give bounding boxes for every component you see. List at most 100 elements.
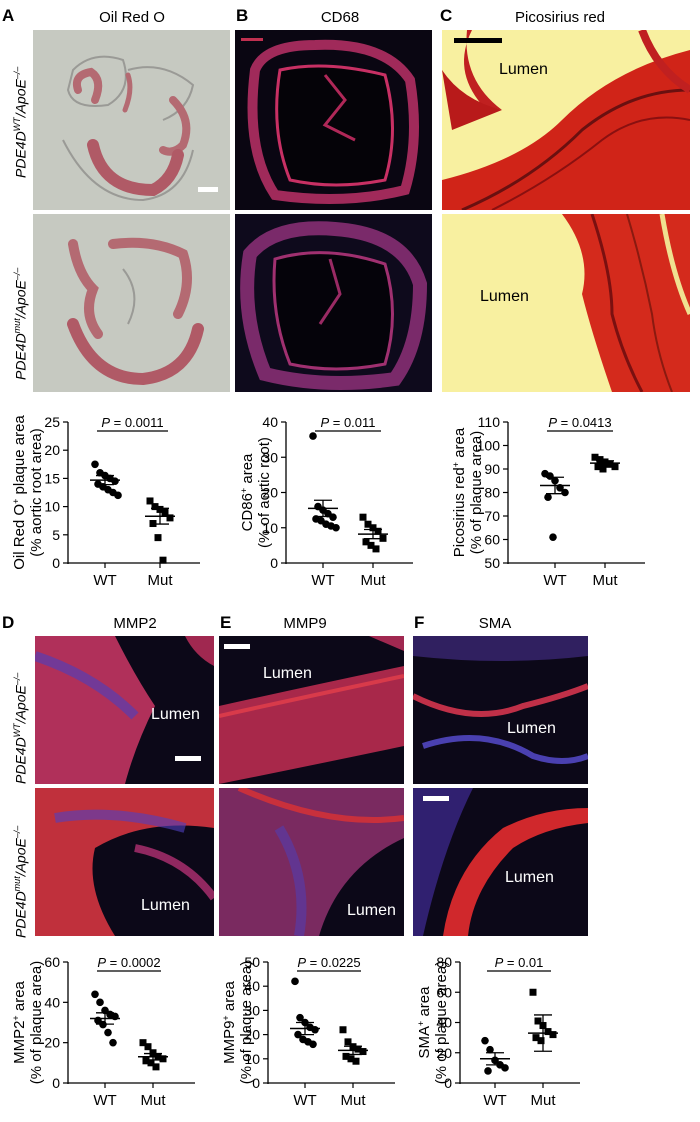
x-tick-label: Mut (340, 1092, 366, 1109)
data-point-mut (369, 524, 377, 532)
y-tick-label: 0 (52, 1075, 60, 1091)
chart-a: 0 5 10 15 20 25 WT Mut Oil Red O+ plaque area (% … (11, 414, 200, 589)
scale-bar (224, 644, 250, 649)
data-point-mut (354, 1045, 362, 1053)
x-tick-label: WT (311, 572, 334, 589)
chart-e: 0 10 20 30 40 50 WT Mut MMP9+ area (% of plaque a… (221, 954, 395, 1109)
panel-letter-d: D (2, 613, 15, 632)
picosirius-wt-image: Lumen (442, 30, 690, 210)
data-point-mut (549, 1031, 557, 1039)
data-point-wt (546, 472, 554, 480)
y-tick-label: 20 (244, 1027, 260, 1043)
data-point-wt (111, 477, 119, 486)
lumen-label: Lumen (499, 61, 548, 78)
data-point-mut (374, 527, 382, 535)
x-tick-label: Mut (140, 1092, 166, 1109)
p-value-label: P = 0.011 (320, 415, 375, 430)
y-axis-label: MMP2+ area (11, 980, 28, 1063)
p-value-label: P = 0.0413 (548, 415, 611, 430)
data-point-mut (154, 534, 162, 542)
lumen-label: Lumen (141, 897, 190, 914)
data-point-mut (364, 520, 372, 528)
y-tick-label: 20 (44, 442, 60, 458)
data-point-wt (484, 1067, 492, 1075)
cd68-wt-image (235, 30, 432, 210)
mmp9-wt-image: Lumen (219, 636, 404, 784)
p-value-label: P = 0.0002 (97, 955, 160, 970)
lumen-label: Lumen (507, 720, 556, 737)
data-point-mut (161, 508, 169, 516)
y-axis-label: SMA+ area (416, 986, 433, 1059)
y-tick-label: 50 (484, 555, 500, 571)
y-tick-label: 90 (484, 461, 500, 477)
panel-title-d: MMP2 (113, 615, 157, 632)
oil-red-o-mut-image (33, 214, 230, 392)
y-tick-label: 5 (52, 527, 60, 543)
x-tick-label: WT (93, 572, 116, 589)
x-tick-label: Mut (147, 572, 173, 589)
scale-bar (423, 796, 449, 801)
sma-mut-image: Lumen (413, 788, 588, 936)
p-value-label: P = 0.0011 (101, 415, 163, 430)
p-value-label: P = 0.01 (495, 955, 544, 970)
data-point-mut (152, 1063, 160, 1071)
y-axis-label: (% aortic root area) (28, 428, 45, 556)
y-tick-label: 15 (44, 470, 60, 486)
mmp9-mut-image: Lumen (219, 788, 404, 936)
data-point-mut (149, 1049, 157, 1057)
y-tick-label: 0 (252, 1075, 260, 1091)
data-point-mut (534, 1017, 542, 1025)
data-point-mut (359, 1048, 367, 1056)
y-tick-label: 110 (478, 414, 501, 430)
data-point-mut (144, 1043, 152, 1051)
data-point-mut (359, 513, 367, 521)
data-point-mut (344, 1038, 352, 1046)
lumen-label: Lumen (505, 869, 554, 886)
data-point-mut (151, 503, 159, 511)
data-point-mut (596, 456, 604, 464)
panel-letter-e: E (220, 613, 232, 632)
y-axis-label: (% of aortic root) (256, 437, 273, 548)
scale-bar (454, 38, 502, 43)
y-tick-label: 80 (484, 485, 500, 501)
panel-letter-b: B (236, 6, 249, 25)
data-point-mut (544, 1028, 552, 1036)
mmp2-mut-image: Lumen (35, 788, 214, 936)
y-tick-label: 0 (52, 555, 60, 571)
y-tick-label: 30 (244, 1002, 260, 1018)
data-point-mut (611, 463, 619, 471)
y-axis-label: Picosirius red+ area (451, 427, 468, 557)
mmp2-wt-image: Lumen (35, 636, 214, 784)
data-point-mut (594, 463, 602, 471)
panel-letter-f: F (414, 613, 425, 632)
data-point-mut (529, 988, 537, 996)
data-point-wt (109, 1038, 117, 1047)
x-tick-label: WT (93, 1092, 116, 1109)
y-tick-label: 20 (436, 1045, 452, 1061)
y-tick-label: 20 (44, 1035, 60, 1051)
sma-wt-image: Lumen (413, 636, 588, 784)
data-point-wt (544, 493, 552, 501)
data-point-mut (591, 453, 599, 461)
data-point-mut (367, 541, 375, 549)
data-point-mut (347, 1055, 355, 1063)
lumen-label: Lumen (151, 706, 200, 723)
data-point-mut (372, 545, 380, 553)
data-point-mut (342, 1052, 350, 1060)
x-tick-label: Mut (530, 1092, 556, 1109)
data-point-mut (606, 460, 614, 468)
data-point-wt (296, 1013, 304, 1022)
y-tick-label: 10 (244, 1051, 260, 1067)
y-tick-label: 25 (44, 414, 60, 430)
x-tick-label: WT (483, 1092, 506, 1109)
y-axis-label: Oil Red O+ plaque area (11, 415, 28, 570)
y-tick-label: 80 (436, 954, 452, 970)
data-point-wt (311, 1025, 319, 1034)
data-point-mut (147, 1059, 155, 1067)
scale-bar (198, 187, 218, 192)
data-point-wt (104, 1028, 112, 1037)
data-point-wt (481, 1036, 489, 1045)
panel-letter-a: A (2, 6, 15, 25)
y-tick-label: 40 (262, 414, 278, 430)
cd68-mut-image (235, 214, 432, 392)
